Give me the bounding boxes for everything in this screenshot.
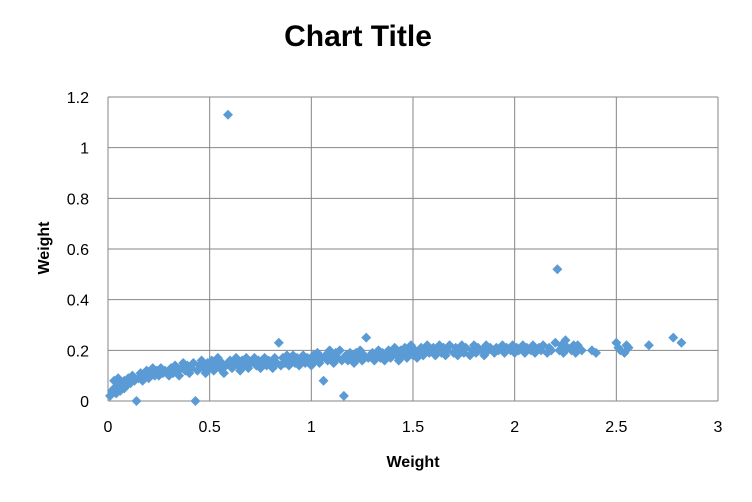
x-tick-label: 1 <box>307 419 316 436</box>
x-tick-label: 0.5 <box>199 419 221 436</box>
data-point <box>552 264 563 275</box>
data-point <box>576 345 587 356</box>
data-point <box>218 368 229 379</box>
y-tick-label: 0.8 <box>67 191 89 208</box>
data-point <box>623 342 634 353</box>
data-point <box>334 345 345 356</box>
y-tick-label: 0.6 <box>67 242 89 259</box>
data-point <box>591 347 601 358</box>
data-point <box>338 390 349 401</box>
y-tick-label: 0.2 <box>67 343 89 360</box>
y-tick-label: 1 <box>80 141 89 158</box>
x-tick-label: 1.5 <box>402 419 424 436</box>
chart-title: Chart Title <box>284 20 432 53</box>
x-tick-label: 2.5 <box>605 419 627 436</box>
data-point <box>273 337 284 348</box>
data-point <box>668 332 679 343</box>
data-point <box>560 335 571 346</box>
y-tick-label: 0.4 <box>67 293 89 310</box>
y-tick-label: 0 <box>80 394 89 411</box>
data-point <box>222 109 233 120</box>
data-point <box>546 345 557 356</box>
data-point <box>361 332 372 343</box>
x-tick-labels: 0 0.5 1 1.5 2 2.5 3 <box>104 419 723 436</box>
data-point <box>676 337 687 348</box>
x-tick-label: 3 <box>714 419 723 436</box>
x-axis-label: Weight <box>386 454 440 471</box>
x-tick-label: 2 <box>510 419 519 436</box>
data-point <box>174 370 185 381</box>
x-tick-label: 0 <box>104 419 113 436</box>
y-tick-labels: 0 0.2 0.4 0.6 0.8 1 1.2 <box>67 90 89 411</box>
data-point <box>643 340 654 351</box>
data-point <box>318 375 329 386</box>
y-tick-label: 1.2 <box>67 90 89 107</box>
grid-lines <box>107 96 719 402</box>
y-axis-label: Weight <box>36 221 53 275</box>
data-point <box>190 396 201 406</box>
data-points <box>105 109 687 406</box>
data-point <box>131 396 142 406</box>
